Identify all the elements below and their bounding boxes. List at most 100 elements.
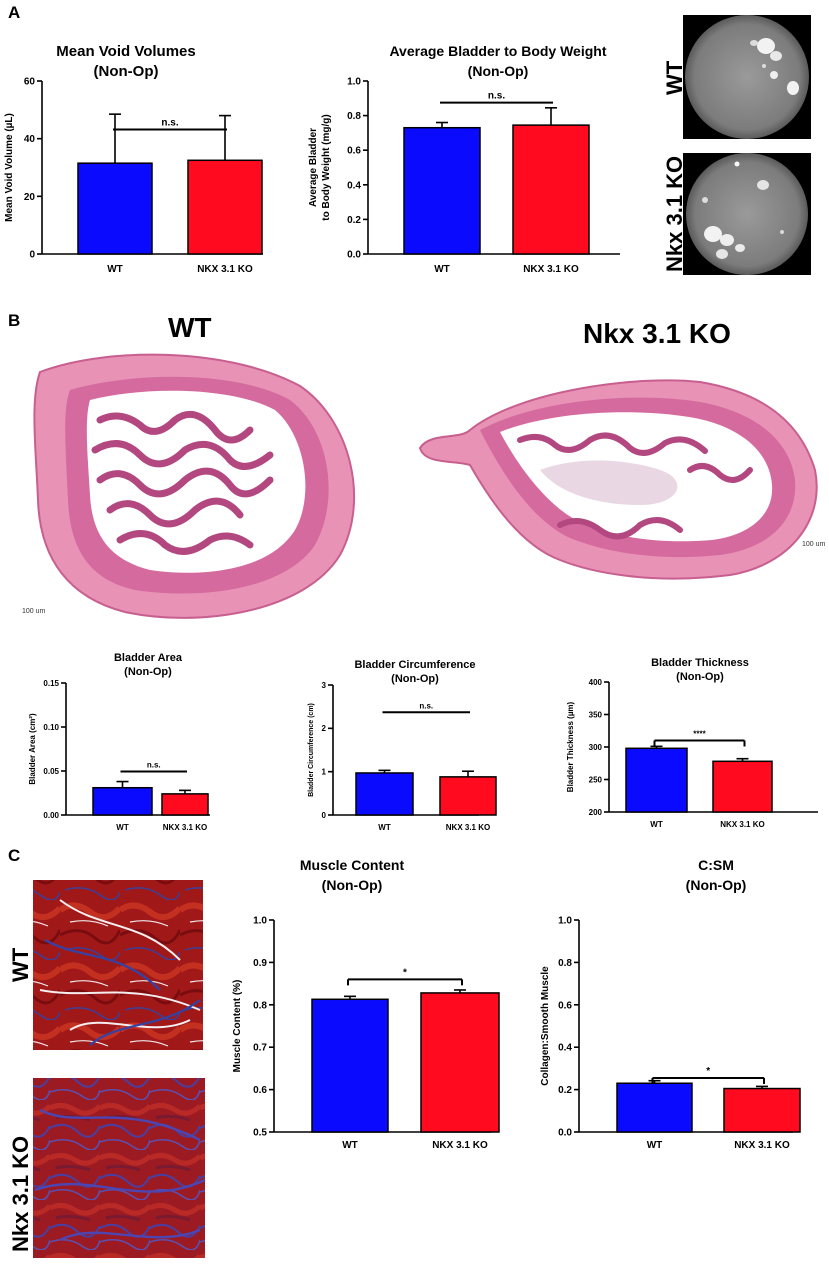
bar-wt [625,747,688,813]
vsa-label-wt: WT [662,60,687,95]
y-tick-label: 0 [322,811,327,820]
panel-label-a: A [8,3,20,22]
y-tick-label: 2 [322,724,327,733]
y-axis-label: Collagen:Smooth Muscle [540,966,551,1086]
y-tick-label: 250 [589,775,603,784]
y-axis-label-line: to Body Weight (mg/g) [321,114,332,220]
bar-ko [439,776,497,816]
significance-label: n.s. [147,760,161,769]
significance-label: **** [693,730,706,739]
chart-bladder-circumference: Bladder Circumference (Non-Op) 0 1 2 3 Bladder… [308,659,497,832]
bar-ko [161,793,209,816]
y-axis-label: Bladder Circumference (cm) [308,703,315,797]
y-tick-label: 0.4 [558,1043,572,1054]
y-tick-label: 200 [589,808,603,817]
x-tick-label: WT [116,823,129,832]
x-tick-label: WT [647,1140,663,1151]
chart-subtitle: (Non-Op) [676,671,724,683]
chart-subtitle: (Non-Op) [468,63,529,79]
y-tick-label: 0.2 [558,1085,572,1096]
chart-title: Average Bladder to Body Weight [389,43,606,59]
bar-ko [420,992,500,1133]
y-tick-label: 0.8 [253,1000,267,1011]
chart-subtitle: (Non-Op) [94,63,159,80]
y-tick-label: 0 [29,250,35,261]
chart-muscle-content: Muscle Content (Non-Op) 0.5 0.6 0.7 0.8 0.9 1.0… [232,857,500,1151]
y-tick-label: 1 [322,767,327,776]
y-tick-label: 0.10 [43,723,59,732]
significance-label: n.s. [161,117,178,128]
void-spot-image-ko [683,153,811,275]
y-axis-label: Muscle Content (%) [232,980,243,1073]
chart-subtitle: (Non-Op) [322,877,383,893]
y-tick-label: 350 [589,710,603,719]
y-tick-label: 0.0 [558,1128,572,1139]
chart-bladder-body-weight: Average Bladder to Body Weight (Non-Op) 0.… [308,43,620,275]
y-tick-label: 1.0 [558,916,572,927]
chart-subtitle: (Non-Op) [391,673,439,685]
y-tick-label: 0.8 [347,111,361,122]
chart-title: Bladder Circumference [354,659,475,671]
x-tick-label: NKX 3.1 KO [163,823,207,832]
y-tick-label: 1.0 [253,916,267,927]
y-tick-label: 0.6 [347,146,361,157]
x-tick-label: WT [107,264,123,275]
chart-mean-void-volumes: Mean Void Volumes (Non-Op) 0 20 40 60 Mean Voi… [4,43,263,275]
x-tick-label: NKX 3.1 KO [432,1140,488,1151]
x-tick-label: WT [342,1140,358,1151]
x-tick-label: NKX 3.1 KO [720,820,764,829]
significance-label: n.s. [488,91,505,102]
trichrome-label-ko: Nkx 3.1 KO [8,1136,33,1252]
he-scale-label-ko: 100 um [802,541,826,548]
bar-wt [311,998,389,1133]
y-tick-label: 0.15 [43,679,59,688]
trichrome-label-wt: WT [8,947,33,982]
chart-title: Bladder Area [114,652,183,664]
trichrome-image-ko [33,1078,206,1258]
trichrome-image-wt [33,880,203,1050]
bar-ko [187,159,263,255]
x-tick-label: WT [434,264,450,275]
chart-title: C:SM [698,857,734,873]
he-label-wt: WT [168,312,212,343]
x-tick-label: NKX 3.1 KO [446,823,490,832]
y-tick-label: 0.05 [43,767,59,776]
chart-title: Bladder Thickness [651,657,749,669]
y-tick-label: 0.5 [253,1128,267,1139]
y-tick-label: 60 [24,77,36,88]
chart-collagen-smooth-muscle: C:SM (Non-Op) 0.0 0.2 0.4 0.6 0.8 1.0 Collagen:S… [540,857,801,1151]
y-tick-label: 0.9 [253,958,267,969]
significance-label: n.s. [419,701,433,710]
y-tick-label: 20 [24,192,36,203]
bar-ko [712,760,773,813]
y-axis-label: Average Bladder to Body Weight (mg/g) [308,114,332,220]
y-tick-label: 0.4 [347,180,361,191]
x-tick-label: WT [650,820,663,829]
x-tick-label: NKX 3.1 KO [523,264,579,275]
y-tick-label: 0.6 [558,1000,572,1011]
y-tick-label: 0.0 [347,250,361,261]
y-tick-label: 0.2 [347,215,361,226]
significance-label: * [706,1066,710,1077]
bar-wt [92,786,153,816]
y-axis-label: Bladder Thickness (µm) [566,701,575,792]
y-tick-label: 400 [589,678,603,687]
y-tick-label: 3 [322,681,327,690]
bar-wt [77,162,153,255]
chart-subtitle: (Non-Op) [686,877,747,893]
y-axis-label: Mean Void Volume (µL) [4,113,15,222]
y-tick-label: 0.6 [253,1085,267,1096]
y-tick-label: 0.7 [253,1043,267,1054]
y-tick-label: 0.00 [43,811,59,820]
significance-label: * [403,967,407,978]
bar-ko [512,124,590,255]
x-tick-label: WT [378,823,391,832]
bar-wt [616,1082,693,1133]
y-tick-label: 1.0 [347,77,361,88]
bar-wt [355,772,414,816]
chart-subtitle: (Non-Op) [124,666,172,678]
void-spot-image-wt [683,15,811,139]
y-tick-label: 0.8 [558,958,572,969]
bar-ko [723,1087,801,1133]
